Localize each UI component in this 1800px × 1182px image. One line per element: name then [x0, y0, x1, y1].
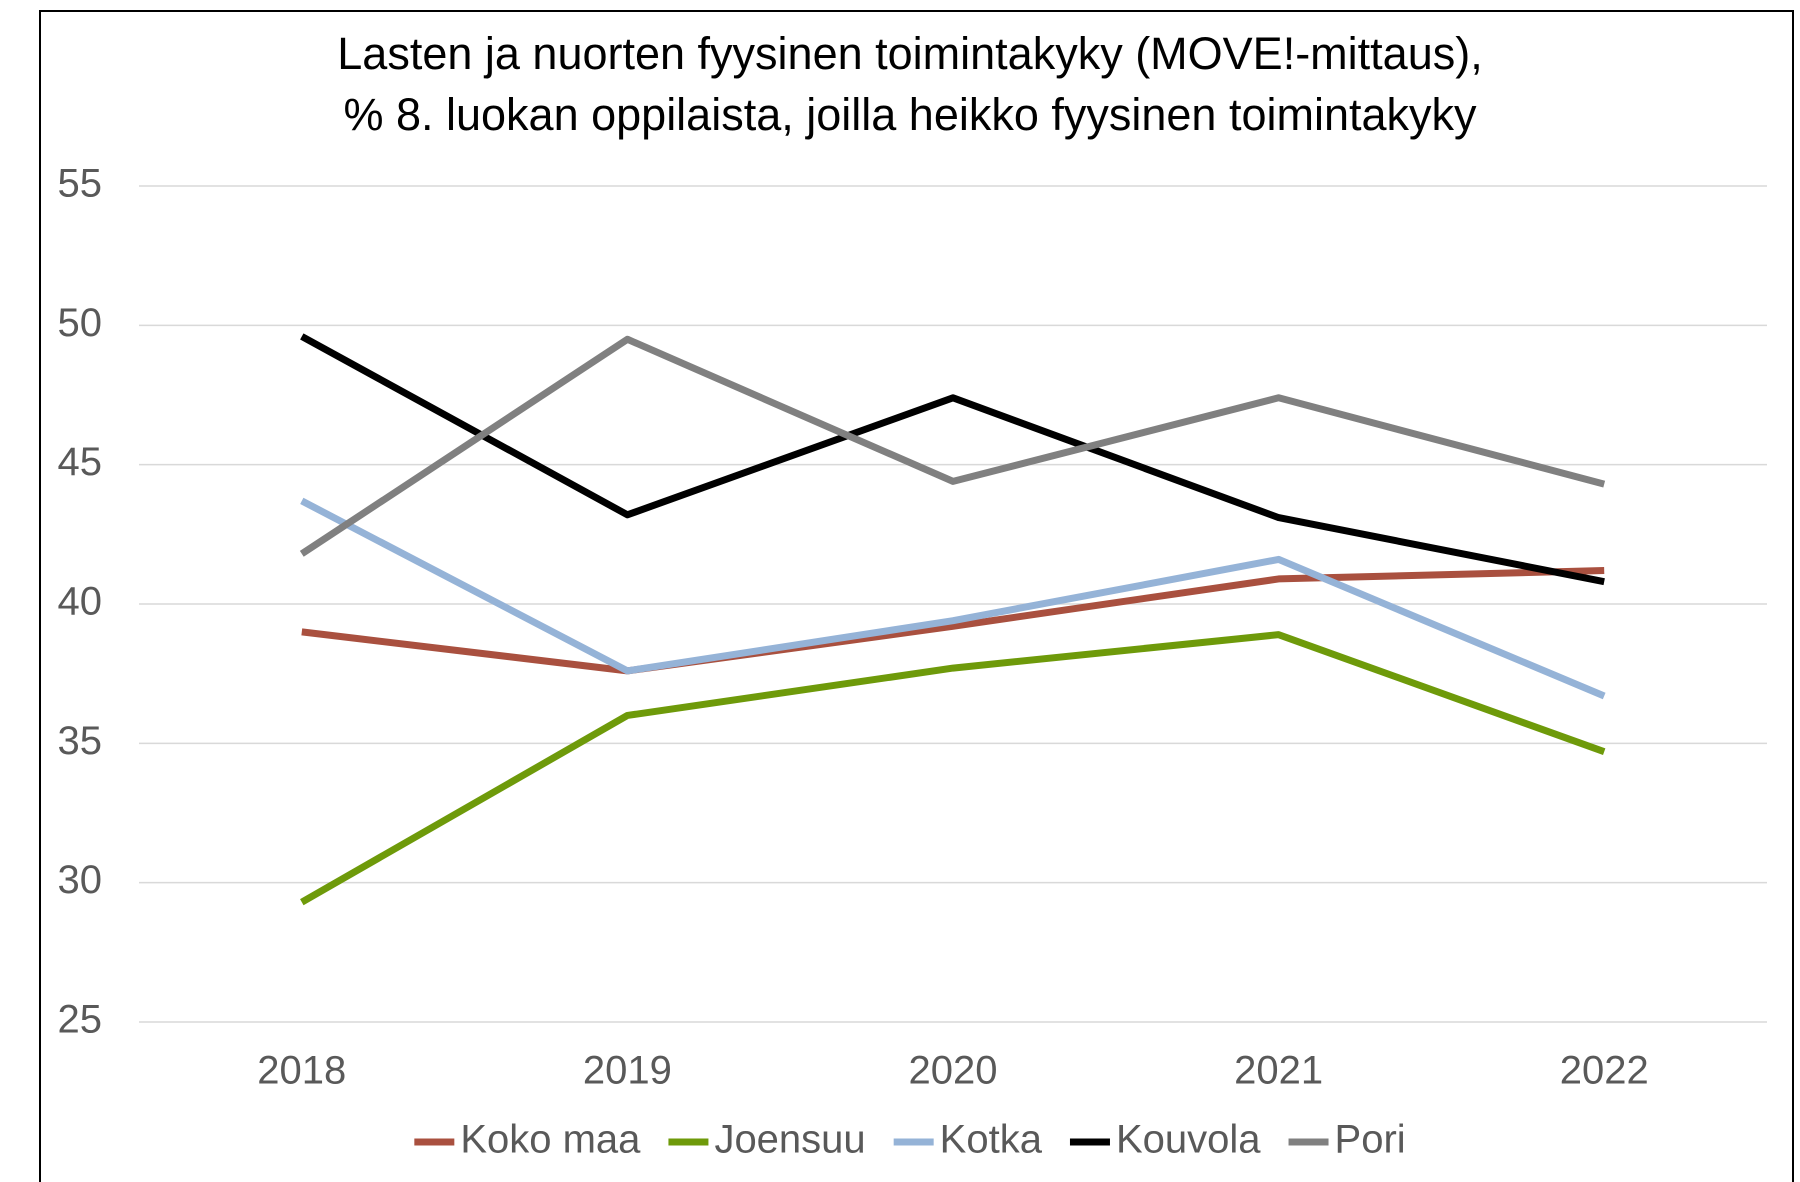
y-tick-label: 30: [58, 858, 103, 902]
chart-frame: [39, 10, 1794, 1182]
x-tick-label: 2020: [909, 1049, 998, 1093]
series-line: [299, 335, 1606, 557]
x-tick-label: 2021: [1234, 1049, 1323, 1093]
legend-label: Joensuu: [714, 1118, 865, 1162]
series-line: [301, 567, 1605, 675]
legend-label: Pori: [1335, 1118, 1406, 1162]
chart-title: % 8. luokan oppilaista, joilla heikko fy…: [343, 89, 1477, 140]
x-tick-label: 2018: [257, 1049, 346, 1093]
y-tick-label: 50: [58, 301, 103, 345]
x-tick-label: 2019: [583, 1049, 672, 1093]
y-tick-label: 40: [58, 580, 103, 624]
legend-label: Kouvola: [1116, 1118, 1261, 1162]
legend-label: Koko maa: [460, 1118, 641, 1162]
series-line: [300, 333, 1605, 586]
series-line: [300, 497, 1606, 700]
legend-label: Kotka: [940, 1118, 1043, 1162]
chart-title: Lasten ja nuorten fyysinen toimintakyky …: [337, 28, 1482, 79]
y-tick-label: 45: [58, 440, 103, 484]
y-tick-label: 55: [58, 162, 103, 206]
y-tick-label: 25: [58, 998, 103, 1042]
series-line: [300, 631, 1606, 906]
y-tick-label: 35: [58, 719, 103, 763]
x-tick-label: 2022: [1560, 1049, 1649, 1093]
